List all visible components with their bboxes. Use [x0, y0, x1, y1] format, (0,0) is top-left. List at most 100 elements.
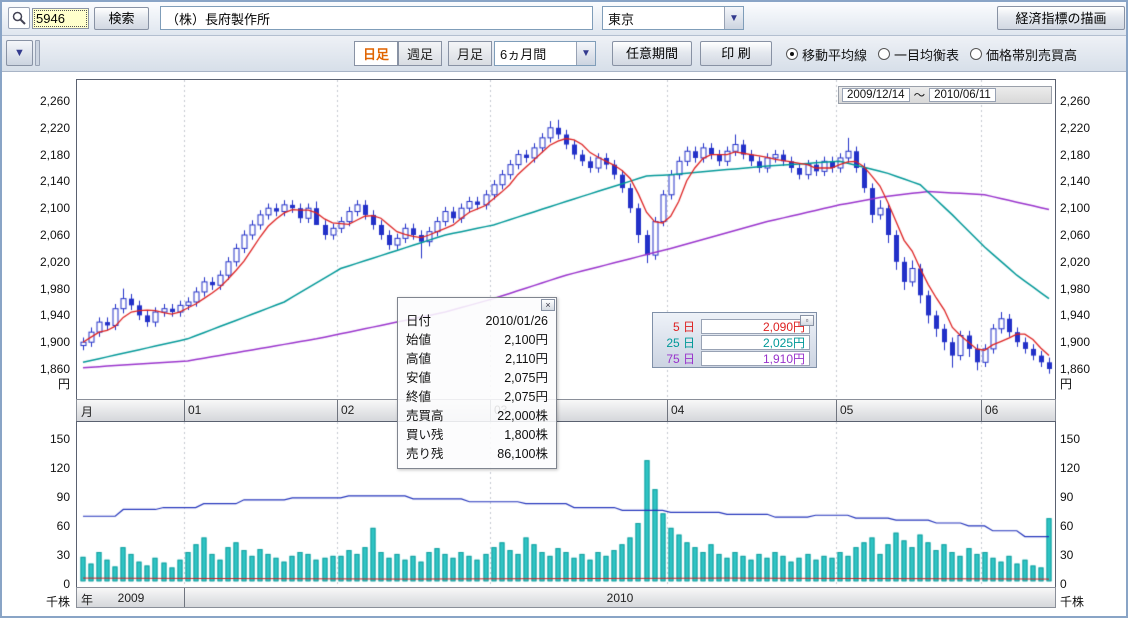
volume-axis-label-right: 0: [1060, 577, 1067, 591]
search-icon[interactable]: [8, 7, 30, 29]
custom-period-button[interactable]: 任意期間: [612, 41, 692, 66]
chevron-down-icon[interactable]: ▼: [576, 42, 595, 65]
stock-code-input[interactable]: [32, 8, 89, 29]
date-range-separator: ～: [913, 90, 926, 102]
tooltip-row: 始値 2,100円: [398, 331, 556, 350]
economic-indicators-button[interactable]: 経済指標の描画: [997, 6, 1125, 30]
month-label: 01: [188, 403, 202, 417]
month-label: 02: [341, 403, 355, 417]
panel-splitter[interactable]: [35, 40, 40, 66]
market-select-value: 東京: [608, 12, 635, 27]
tab-weekly[interactable]: 週足: [398, 41, 442, 66]
price-axis-label-right: 2,100: [1060, 201, 1091, 215]
ma-legend: ▫ 5 日 2,090円 25 日 2,025円 75 日 1,910円: [652, 312, 817, 368]
tooltip-row-label: 売買高: [406, 409, 444, 423]
legend-row: 75 日 1,910円: [653, 350, 816, 366]
date-range-end[interactable]: 2010/06/11: [929, 88, 996, 102]
legend-row-label: 75 日: [666, 351, 695, 366]
tooltip-row-label: 売り残: [406, 447, 444, 461]
month-axis-band: 月 010203040506: [76, 399, 1056, 422]
search-button[interactable]: 検索: [94, 7, 149, 30]
radio-ichimoku[interactable]: 一目均衡表: [878, 45, 959, 64]
volume-axis-label-right: 150: [1060, 432, 1081, 446]
tooltip-row-value: 2,110円: [505, 352, 548, 366]
price-axis-label-right: 2,060: [1060, 228, 1091, 242]
tooltip-row-value: 86,100株: [497, 447, 548, 461]
price-axis-label-right: 2,260: [1060, 94, 1091, 108]
price-axis-label-left: 2,020: [39, 255, 70, 269]
year-label: 2009: [117, 591, 145, 605]
legend-row-label: 5 日: [672, 319, 695, 334]
toolbar-top: 検索 東京 ▼ 経済指標の描画: [2, 2, 1126, 36]
month-tick: [981, 400, 982, 421]
month-label: 05: [840, 403, 854, 417]
radio-circle-icon[interactable]: [786, 48, 798, 60]
price-unit-right: 円: [1060, 377, 1073, 391]
legend-row-value: 1,910円: [701, 350, 810, 366]
tab-daily[interactable]: 日足: [354, 41, 398, 66]
price-axis-label-left: 2,180: [39, 148, 70, 162]
volume-chart-canvas[interactable]: [77, 422, 1055, 587]
chevron-down-icon[interactable]: ▼: [724, 7, 743, 29]
radio-circle-icon[interactable]: [970, 48, 983, 60]
price-axis-label-right: 1,900: [1060, 335, 1091, 349]
radio-circle-icon[interactable]: [878, 48, 891, 60]
date-range-start[interactable]: 2009/12/14: [842, 88, 910, 102]
radio-moving-average[interactable]: 移動平均線: [786, 45, 867, 64]
tooltip-row-value: 2010/01/26: [485, 314, 548, 328]
price-unit-left: 円: [57, 377, 70, 391]
volume-axis-label-left: 120: [49, 461, 70, 475]
panel-dropdown-button[interactable]: ▼: [6, 40, 33, 66]
tooltip-row-value: 2,075円: [504, 390, 548, 404]
range-select[interactable]: 6ヵ月間 ▼: [494, 41, 596, 66]
stock-name-input[interactable]: [160, 6, 593, 30]
price-axis-label-left: 1,860: [39, 362, 70, 376]
tooltip-row: 高値 2,110円: [398, 350, 556, 369]
radio-label: 移動平均線: [802, 47, 868, 63]
year-tick: [184, 588, 185, 607]
toolbar-second: ▼ 6ヵ月間 ▼ 任意期間 印 刷 移動平均線 一目均衡表 価格帯別売買高 日足 週足…: [2, 36, 1126, 72]
tooltip-row-label: 安値: [406, 371, 432, 385]
month-tick: [184, 400, 185, 421]
price-axis-label-right: 1,940: [1060, 308, 1091, 322]
price-axis-label-right: 2,140: [1060, 174, 1091, 188]
tooltip-row-label: 日付: [406, 314, 432, 328]
month-band-label: 月: [81, 405, 94, 419]
legend-collapse-button[interactable]: ▫: [800, 315, 814, 326]
volume-axis-label-right: 90: [1060, 490, 1074, 504]
data-tooltip: × 日付 2010/01/26 始値 2,100円 高値 2,110円 安値 2,075円 終値…: [397, 297, 557, 469]
year-axis-band: 年 2009 2010: [76, 587, 1056, 608]
price-axis-label-right: 1,860: [1060, 362, 1091, 376]
volume-axis-label-right: 30: [1060, 548, 1074, 562]
volume-axis-label-right: 60: [1060, 519, 1074, 533]
tooltip-row-label: 高値: [406, 352, 432, 366]
tab-monthly[interactable]: 月足: [448, 41, 492, 66]
volume-unit-right: 千株: [1060, 595, 1085, 609]
price-axis-label-left: 2,220: [39, 121, 70, 135]
legend-row-value: 2,025円: [701, 334, 810, 350]
tooltip-row: 売買高 22,000株: [398, 407, 556, 426]
month-tick: [337, 400, 338, 421]
price-axis-label-left: 2,140: [39, 174, 70, 188]
price-axis-label-right: 2,020: [1060, 255, 1091, 269]
price-axis-label-right: 1,980: [1060, 282, 1091, 296]
market-select[interactable]: 東京 ▼: [602, 6, 744, 30]
volume-axis-label-left: 0: [63, 577, 70, 591]
close-icon[interactable]: ×: [541, 299, 555, 311]
radio-label: 一目均衡表: [894, 47, 960, 63]
price-axis-label-left: 2,100: [39, 201, 70, 215]
year-label: 2010: [606, 591, 634, 605]
date-range-box: 2009/12/14 ～ 2010/06/11: [838, 86, 1052, 104]
price-chart-canvas[interactable]: [77, 80, 1055, 400]
volume-axis-label-right: 120: [1060, 461, 1081, 475]
year-band-label: 年: [81, 593, 94, 607]
volume-plot: [76, 421, 1056, 588]
price-axis-label-left: 2,060: [39, 228, 70, 242]
price-axis-label-left: 1,940: [39, 308, 70, 322]
month-tick: [836, 400, 837, 421]
price-axis-label-left: 1,900: [39, 335, 70, 349]
print-button[interactable]: 印 刷: [700, 41, 772, 66]
radio-price-band-volume[interactable]: 価格帯別売買高: [970, 45, 1077, 64]
magnifier-glyph: [12, 11, 26, 25]
